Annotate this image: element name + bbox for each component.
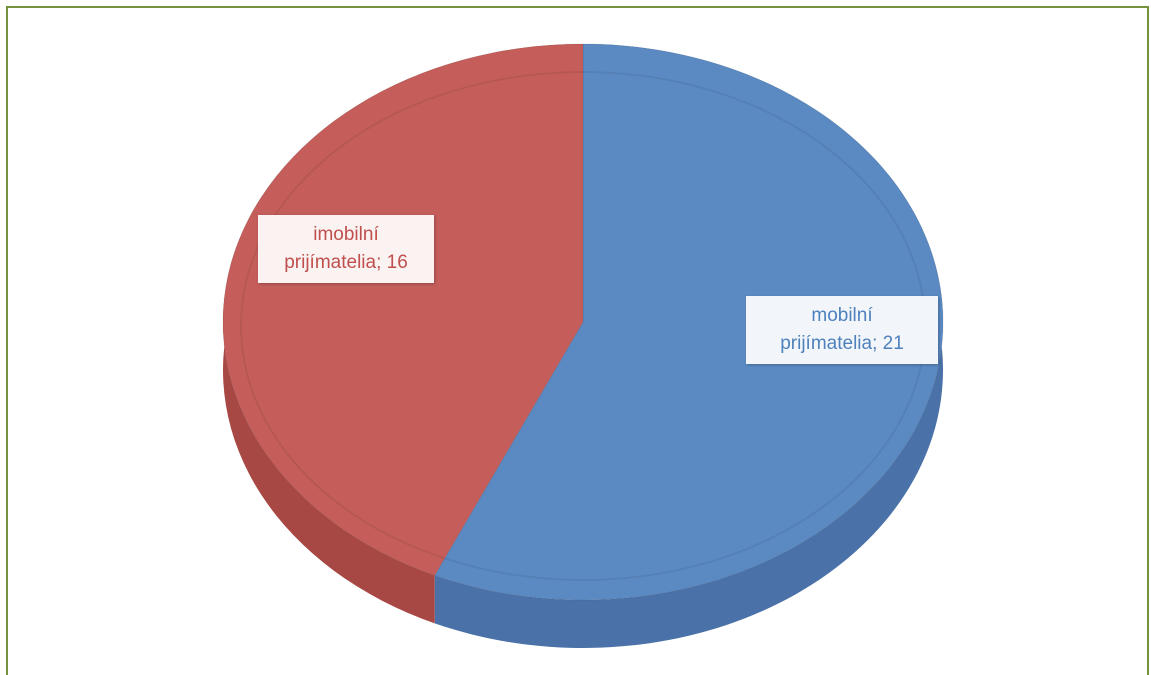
pie-slice-mobilni [433,43,944,601]
data-label-imobilni-line2: prijímatelia; 16 [284,252,408,273]
data-label-mobilni-line1: mobilní [811,305,873,326]
data-label-imobilni-line1: imobilní [313,224,379,245]
data-label-mobilni-line2: prijímatelia; 21 [780,333,904,354]
data-label-mobilni: mobilní prijímatelia; 21 [746,296,938,364]
pie-tops [222,43,944,601]
data-label-imobilni: imobilní prijímatelia; 16 [258,215,434,283]
pie-slice-imobilni [222,43,584,576]
